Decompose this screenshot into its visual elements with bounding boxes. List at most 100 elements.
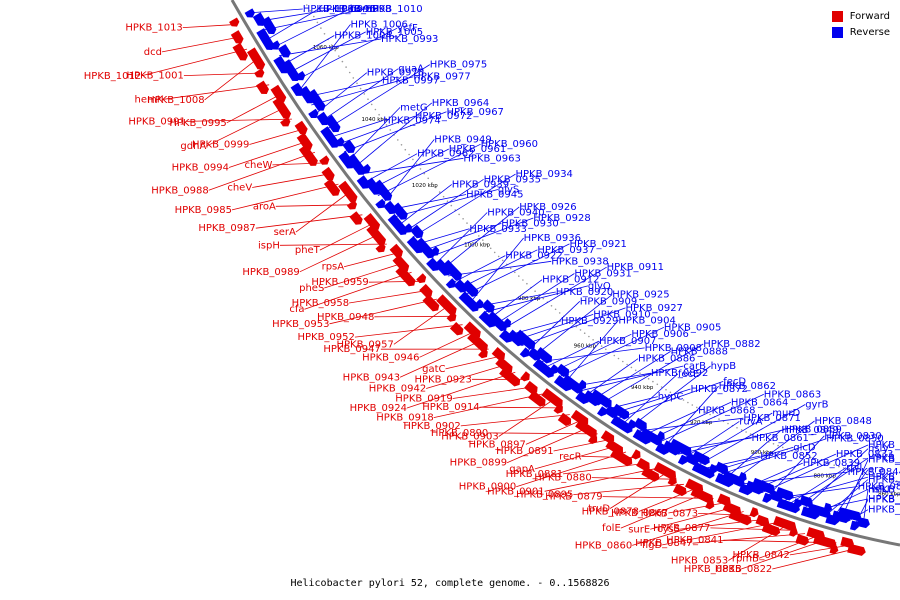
genome-caption: Helicobacter pylori 52, complete genome.…: [290, 578, 610, 589]
legend-label: Reverse: [849, 26, 890, 38]
reverse-gene-arrow: [441, 259, 463, 281]
reverse-leader-line: [453, 255, 506, 283]
reverse-leader-line: [279, 38, 382, 57]
reverse-gene-arrow: [308, 108, 319, 118]
tick-dot: [588, 335, 590, 338]
reverse-gene-label: HPKB_0998: [334, 4, 391, 15]
reverse-gene-arrow: [776, 498, 800, 514]
tick-dot: [881, 477, 883, 479]
reverse-gene-label: HPKB_0937: [537, 245, 594, 256]
tick-dot: [634, 369, 637, 372]
reverse-gene-arrow: [453, 279, 467, 293]
reverse-leader-line: [624, 373, 679, 423]
reverse-gene-label: HPKB_0933: [469, 224, 526, 235]
forward-leader-line: [182, 24, 233, 28]
reverse-gene-label: HPKB_0911: [607, 262, 664, 273]
reverse-gene-label: HPKB_0834: [868, 475, 900, 486]
reverse-gene-arrow: [561, 374, 583, 394]
reverse-gene-arrow: [639, 427, 662, 446]
tick-dot: [458, 213, 460, 216]
forward-leader-line: [662, 522, 775, 546]
reverse-gene-label: HPKB_0833: [836, 449, 893, 460]
tick-dot: [323, 33, 326, 35]
forward-gene-arrow: [463, 321, 481, 339]
reverse-gene-label: HPKB_0910: [593, 309, 650, 320]
reverse-leader-line: [355, 102, 433, 168]
tick-dot: [497, 255, 500, 258]
tick-dot: [489, 247, 492, 250]
forward-gene-label: truD: [588, 504, 610, 515]
tick-dot: [617, 357, 620, 360]
reverse-gene-arrow: [721, 470, 745, 487]
reverse-leader-line: [565, 320, 619, 382]
forward-gene-label: cfa: [289, 304, 304, 315]
reverse-leader-line: [478, 291, 556, 307]
reverse-gene-label: murD: [772, 408, 800, 419]
forward-leader-line: [698, 513, 754, 516]
tick-dot: [809, 456, 812, 459]
reverse-gene-label: HPKB_0905: [664, 322, 721, 333]
reverse-gene-label: HPKB_0935: [484, 174, 541, 185]
forward-gene-label: gapA: [509, 464, 535, 475]
tick-dot: [847, 468, 850, 471]
tick-dot: [718, 418, 720, 420]
forward-gene-label: HPKB_0899: [450, 458, 507, 469]
forward-gene-label: HPKB_0985: [175, 205, 232, 216]
tick-dot: [550, 305, 553, 307]
forward-gene-arrow: [256, 80, 269, 94]
reverse-gene-label: HPKB_0936: [524, 233, 581, 244]
reverse-leader-line: [630, 365, 711, 428]
reverse-gene-label: HPKB_0927: [626, 303, 683, 314]
tick-dot: [613, 354, 616, 357]
tick-dot: [367, 98, 369, 100]
forward-leader-line: [304, 271, 412, 310]
reverse-gene-label: HPKB_0886: [638, 354, 695, 365]
forward-gene-arrow: [436, 294, 457, 315]
forward-gene-label: cheV: [227, 183, 252, 194]
forward-gene-label: HPKB_0919: [395, 394, 452, 405]
forward-leader-line: [406, 371, 516, 409]
forward-gene-arrow: [449, 322, 464, 336]
tick-dot: [313, 15, 315, 18]
tick-dot: [462, 218, 464, 220]
tick-dot: [828, 462, 831, 465]
reverse-gene-arrow: [375, 198, 386, 209]
reverse-leader-line: [833, 469, 869, 518]
forward-gene-label: HPKB_0881: [506, 469, 563, 480]
forward-leader-line: [228, 141, 308, 168]
reverse-leader-line: [332, 120, 384, 137]
reverse-gene-arrow: [626, 419, 636, 430]
tick-dot: [842, 467, 845, 469]
reverse-gene-arrow: [691, 450, 710, 466]
reverse-gene-label: HPKB_0993: [381, 34, 438, 45]
reverse-leader-line: [591, 351, 671, 401]
reverse-gene-arrow: [669, 438, 692, 456]
forward-gene-label: HPKB_0877: [653, 523, 710, 534]
legend-swatch: [831, 26, 843, 38]
forward-leader-line: [650, 506, 734, 530]
reverse-gene-label: HPKB_0960: [481, 139, 538, 150]
tick-dot: [415, 163, 418, 165]
reverse-gene-arrow: [426, 257, 440, 271]
tick-dot: [795, 451, 798, 454]
forward-gene-arrow: [773, 516, 797, 531]
reverse-gene-label: HPKB_0820: [868, 495, 900, 506]
tick-dot: [309, 10, 312, 12]
reverse-leader-line: [540, 347, 645, 362]
forward-gene-arrow: [672, 483, 687, 497]
reverse-gene-arrow: [823, 502, 833, 513]
reverse-leader-line: [305, 80, 382, 98]
forward-gene-arrow: [588, 433, 598, 444]
forward-gene-label: HPKB_0948: [317, 312, 374, 323]
reverse-gene-label: HPKB_0852: [760, 451, 817, 462]
reverse-gene-label: HPKB_0926: [519, 202, 576, 213]
forward-leader-line: [275, 204, 355, 207]
scale-label: 1000 kbp: [464, 243, 490, 249]
reverse-gene-label: HPKB_0967: [447, 107, 504, 118]
forward-gene-label: HPKB_1013: [125, 23, 182, 34]
scale-label: 1040 kbp: [362, 117, 388, 123]
forward-gene-label: flgD: [642, 540, 663, 551]
reverse-leader-line: [811, 498, 869, 511]
reverse-leader-line: [862, 489, 869, 525]
tick-dot: [363, 93, 366, 95]
